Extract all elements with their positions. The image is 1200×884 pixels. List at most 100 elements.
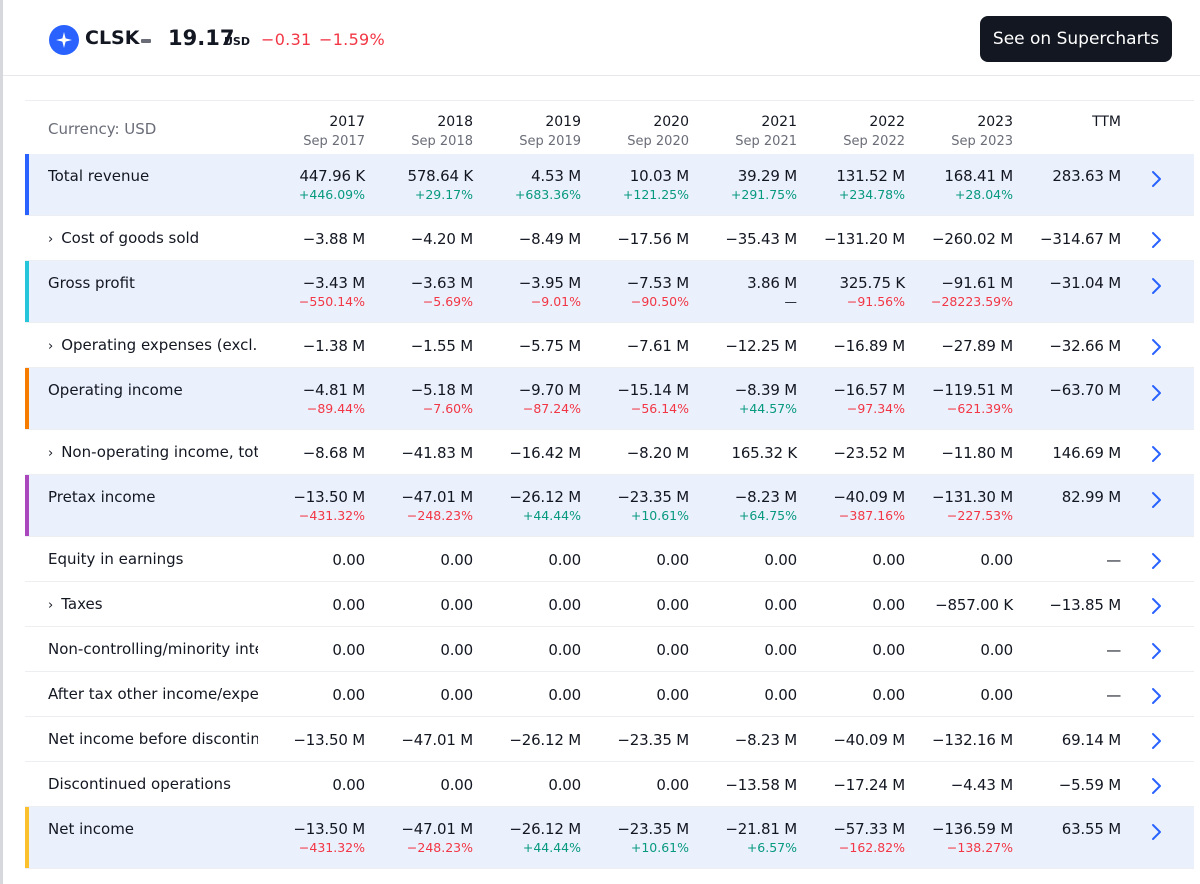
table-cell: −5.59 M	[1001, 775, 1121, 795]
cell-value: −5.18 M	[410, 381, 473, 399]
table-cell: −13.50 M −431.32%	[245, 819, 365, 857]
table-cell: −23.35 M +10.61%	[569, 819, 689, 857]
income-statement-table: Currency: USD 2017 Sep 2017 2018 Sep 2018 20…	[25, 100, 1194, 869]
cell-value: 0.00	[980, 551, 1013, 569]
table-cell: −15.14 M −56.14%	[569, 380, 689, 418]
cell-value: −12.25 M	[725, 337, 797, 355]
row-label[interactable]: › Taxes	[48, 595, 258, 613]
cell-value: 578.64 K	[407, 167, 474, 185]
cell-value: −26.12 M	[509, 731, 581, 749]
cell-change-percent: −7.60%	[422, 401, 473, 416]
row-details-chevron-icon[interactable]	[1147, 381, 1167, 405]
table-cell: −8.49 M	[461, 229, 581, 249]
cell-value: −23.35 M	[617, 488, 689, 506]
expand-chevron-icon[interactable]: ›	[48, 598, 54, 613]
table-cell: 283.63 M	[1001, 166, 1121, 186]
cell-value: −13.50 M	[293, 488, 365, 506]
row-details-chevron-icon[interactable]	[1147, 335, 1167, 359]
table-cell: −21.81 M +6.57%	[677, 819, 797, 857]
see-on-supercharts-button[interactable]: See on Supercharts	[980, 16, 1172, 62]
column-year: TTM	[1092, 114, 1121, 130]
table-row[interactable]: Non-controlling/minority interest 0.00 0.0…	[25, 627, 1194, 672]
table-cell: −136.59 M −138.27%	[893, 819, 1013, 857]
table-cell: −23.35 M +10.61%	[569, 487, 689, 525]
table-row[interactable]: › Taxes 0.00 0.00 0.00 0.00 0.00 0.00 −857.00 K −…	[25, 582, 1194, 627]
table-row[interactable]: Net income before discontinued operation…	[25, 717, 1194, 762]
row-label[interactable]: › Cost of goods sold	[48, 229, 258, 247]
table-cell: 10.03 M +121.25%	[569, 166, 689, 204]
cell-value: 0.00	[440, 641, 473, 659]
row-details-chevron-icon[interactable]	[1147, 639, 1167, 663]
table-cell: −47.01 M −248.23%	[353, 487, 473, 525]
cell-change-percent: +10.61%	[630, 840, 689, 855]
cell-value: −7.53 M	[626, 274, 689, 292]
cell-change-percent: −56.14%	[630, 401, 689, 416]
table-row[interactable]: Pretax income −13.50 M −431.32% −47.01 M −24…	[25, 475, 1194, 537]
table-cell: −27.89 M	[893, 336, 1013, 356]
table-cell: 0.00	[569, 685, 689, 705]
row-details-chevron-icon[interactable]	[1147, 729, 1167, 753]
cell-value: 0.00	[440, 551, 473, 569]
cell-change-percent: +28.04%	[954, 187, 1013, 202]
row-details-chevron-icon[interactable]	[1147, 442, 1167, 466]
cell-value: 0.00	[656, 776, 689, 794]
table-cell: 146.69 M	[1001, 443, 1121, 463]
cell-value: −8.68 M	[302, 444, 365, 462]
row-label-text: Taxes	[61, 595, 103, 613]
table-row[interactable]: Equity in earnings 0.00 0.00 0.00 0.00 0.00 0.…	[25, 537, 1194, 582]
row-accent-bar	[25, 368, 29, 429]
row-label-text: Net income	[48, 820, 135, 838]
table-cell: 0.00	[569, 640, 689, 660]
row-details-chevron-icon[interactable]	[1147, 549, 1167, 573]
table-row[interactable]: Operating income −4.81 M −89.44% −5.18 M −7.…	[25, 368, 1194, 430]
row-details-chevron-icon[interactable]	[1147, 274, 1167, 298]
cell-value: −40.09 M	[833, 488, 905, 506]
table-cell: 0.00	[461, 550, 581, 570]
cell-value: −857.00 K	[935, 596, 1013, 614]
row-details-chevron-icon[interactable]	[1147, 774, 1167, 798]
row-details-chevron-icon[interactable]	[1147, 228, 1167, 252]
row-details-chevron-icon[interactable]	[1147, 820, 1167, 844]
table-row[interactable]: Net income −13.50 M −431.32% −47.01 M −248.2…	[25, 807, 1194, 869]
cell-value: −63.70 M	[1049, 381, 1121, 399]
table-row[interactable]: › Cost of goods sold −3.88 M −4.20 M −8.49 M…	[25, 216, 1194, 261]
table-row[interactable]: After tax other income/expense 0.00 0.00 0.…	[25, 672, 1194, 717]
table-cell: −3.63 M −5.69%	[353, 273, 473, 311]
cell-value: 3.86 M	[747, 274, 797, 292]
row-label[interactable]: › Operating expenses (excl. cost of goods…	[48, 336, 258, 354]
table-cell: −35.43 M	[677, 229, 797, 249]
table-row[interactable]: › Non-operating income, total −8.68 M −41.8…	[25, 430, 1194, 475]
table-cell: 0.00	[785, 595, 905, 615]
ticker-symbol[interactable]: CLSK	[85, 27, 140, 49]
row-details-chevron-icon[interactable]	[1147, 594, 1167, 618]
table-row[interactable]: Discontinued operations 0.00 0.00 0.00 0.00 −…	[25, 762, 1194, 807]
expand-chevron-icon[interactable]: ›	[48, 446, 54, 461]
table-cell: 39.29 M +291.75%	[677, 166, 797, 204]
table-row[interactable]: › Operating expenses (excl. cost of goods…	[25, 323, 1194, 368]
cell-value: 39.29 M	[737, 167, 797, 185]
cell-value: 0.00	[332, 551, 365, 569]
row-details-chevron-icon[interactable]	[1147, 167, 1167, 191]
table-header: Currency: USD 2017 Sep 2017 2018 Sep 2018 20…	[25, 100, 1194, 154]
table-row[interactable]: Gross profit −3.43 M −550.14% −3.63 M −5.69%…	[25, 261, 1194, 323]
cell-value: −16.42 M	[509, 444, 581, 462]
table-row[interactable]: Total revenue 447.96 K +446.09% 578.64 K +29…	[25, 154, 1194, 216]
cell-value: 168.41 M	[944, 167, 1013, 185]
table-cell: 0.00	[893, 685, 1013, 705]
row-details-chevron-icon[interactable]	[1147, 684, 1167, 708]
row-label-text: Operating income	[48, 381, 183, 399]
row-label[interactable]: › Non-operating income, total	[48, 443, 258, 461]
cell-value: 63.55 M	[1061, 820, 1121, 838]
cell-change-percent: −621.39%	[946, 401, 1013, 416]
column-year: 2017	[329, 114, 365, 130]
table-cell: 0.00	[569, 595, 689, 615]
table-cell: —	[1001, 640, 1121, 660]
cell-value: 0.00	[440, 596, 473, 614]
table-cell: 0.00	[461, 595, 581, 615]
table-cell: 168.41 M +28.04%	[893, 166, 1013, 204]
expand-chevron-icon[interactable]: ›	[48, 232, 54, 247]
cell-value: 0.00	[332, 776, 365, 794]
expand-chevron-icon[interactable]: ›	[48, 339, 54, 354]
row-details-chevron-icon[interactable]	[1147, 488, 1167, 512]
table-cell: −8.20 M	[569, 443, 689, 463]
